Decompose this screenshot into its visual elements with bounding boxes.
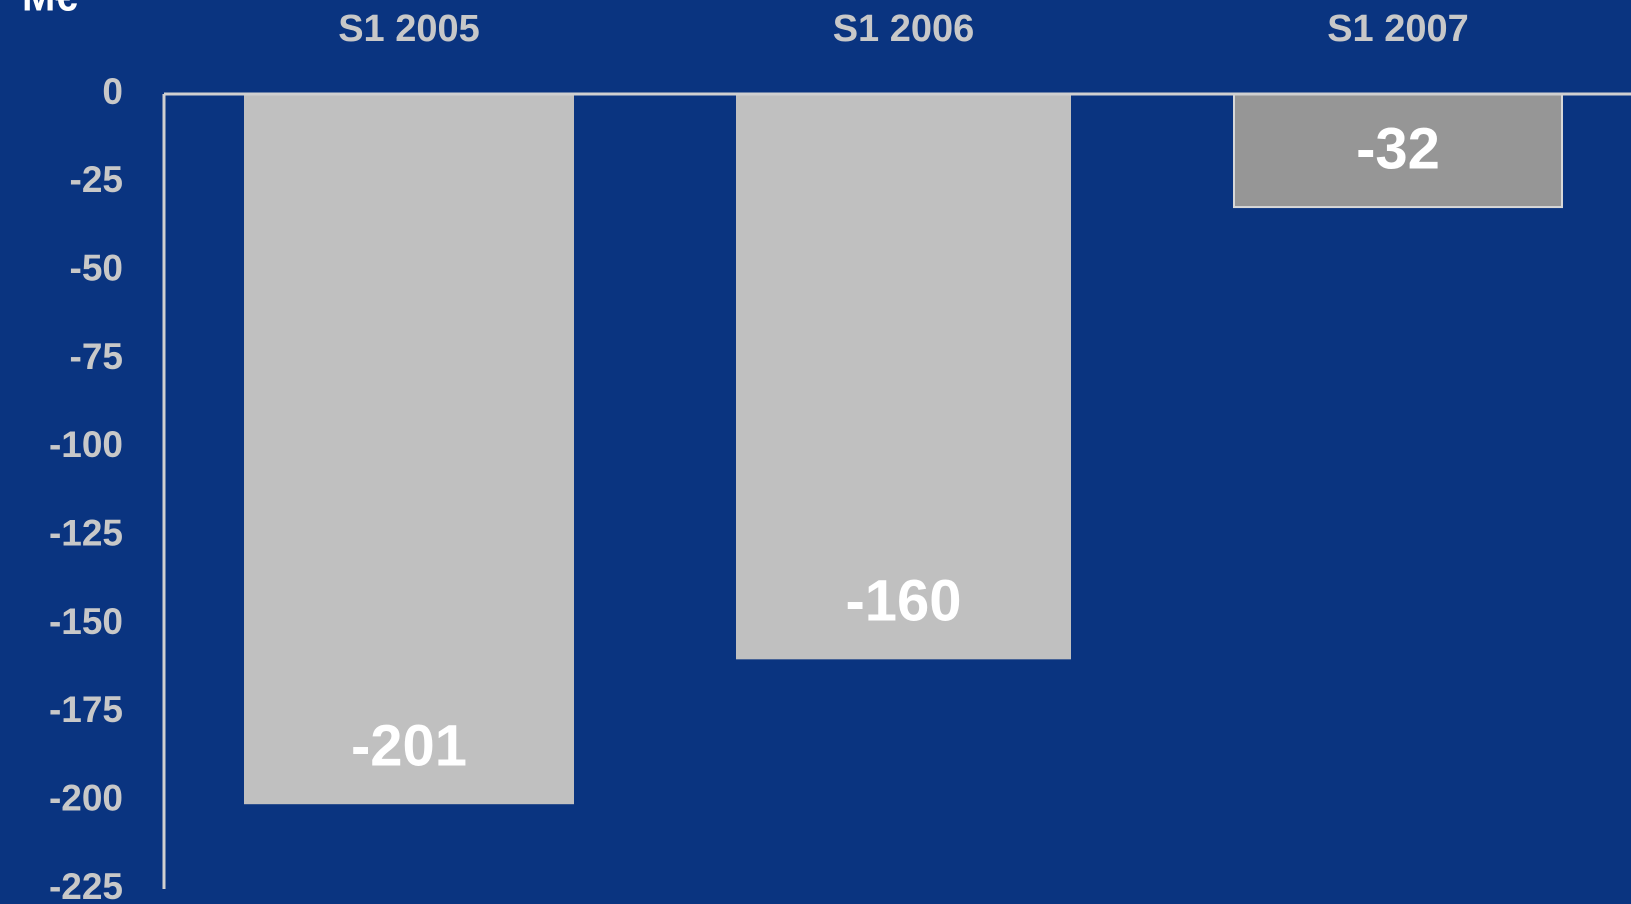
y-tick-label: -25: [70, 159, 123, 200]
data-label: -32: [1356, 116, 1440, 181]
y-tick-label: -125: [49, 512, 123, 553]
x-tick-label: S1 2006: [833, 8, 975, 50]
data-label: -160: [845, 569, 961, 634]
data-label: -201: [351, 714, 467, 779]
axis-unit: M€: [22, 0, 78, 20]
y-tick-label: -225: [49, 866, 123, 904]
x-tick-label: S1 2005: [338, 8, 480, 50]
y-tick-label: -150: [49, 601, 123, 642]
x-tick-label: S1 2007: [1327, 8, 1469, 50]
y-tick-label: -50: [70, 247, 123, 288]
y-tick-label: -200: [49, 777, 123, 818]
y-tick-label: 0: [102, 71, 123, 112]
bar: [736, 94, 1071, 660]
y-tick-label: -175: [49, 689, 123, 730]
bar: [1233, 93, 1563, 209]
y-tick-label: -75: [70, 336, 123, 377]
y-tick-label: -100: [49, 424, 123, 465]
bar: [244, 94, 574, 805]
